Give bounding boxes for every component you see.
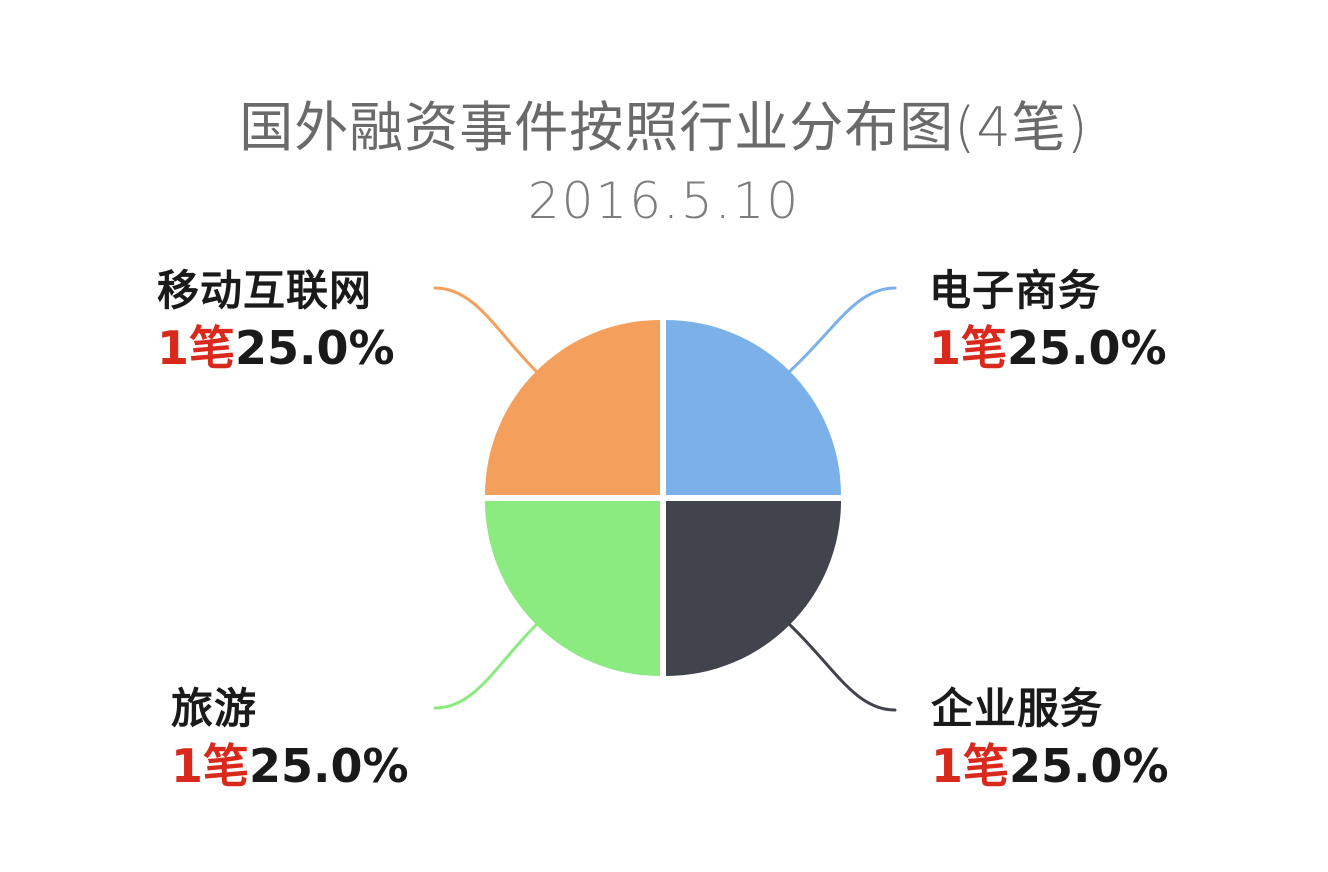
slice-label-enterprise-services: 企业服务 1笔25.0%	[931, 684, 1169, 790]
slice-value: 1笔25.0%	[931, 743, 1169, 789]
chart-subtitle: 2016.5.10	[527, 172, 801, 230]
slice-name: 电子商务	[929, 266, 1102, 315]
slice-percent: 25.0%	[1007, 321, 1167, 375]
slice-percent: 25.0%	[235, 321, 395, 375]
pie-slice-travel[interactable]	[485, 501, 660, 676]
label-line-enterprise-services	[788, 623, 897, 712]
slice-count: 1笔	[929, 321, 1008, 375]
slice-value: 1笔25.0%	[929, 325, 1167, 371]
slice-label-mobile-internet: 移动互联网 1笔25.0%	[157, 266, 395, 372]
slice-count: 1笔	[931, 739, 1010, 793]
chart-title: 国外融资事件按照行业分布图(4笔)	[239, 96, 1089, 159]
slice-percent: 25.0%	[249, 739, 409, 793]
label-line-ecommerce	[788, 286, 897, 373]
slice-name: 移动互联网	[157, 266, 373, 315]
slice-name: 旅游	[171, 684, 258, 733]
label-line-travel	[433, 623, 538, 710]
slice-percent: 25.0%	[1009, 739, 1169, 793]
slice-name: 企业服务	[931, 684, 1104, 733]
slice-value: 1笔25.0%	[171, 743, 409, 789]
pie-slice-ecommerce[interactable]	[666, 320, 841, 495]
slice-value: 1笔25.0%	[157, 325, 395, 371]
label-line-mobile-internet	[433, 286, 538, 373]
slice-count: 1笔	[171, 739, 250, 793]
slice-label-ecommerce: 电子商务 1笔25.0%	[929, 266, 1167, 372]
pie-slice-mobile-internet[interactable]	[485, 320, 660, 495]
pie-slice-enterprise-services[interactable]	[666, 501, 841, 676]
slice-count: 1笔	[157, 321, 236, 375]
slice-label-travel: 旅游 1笔25.0%	[171, 684, 409, 790]
